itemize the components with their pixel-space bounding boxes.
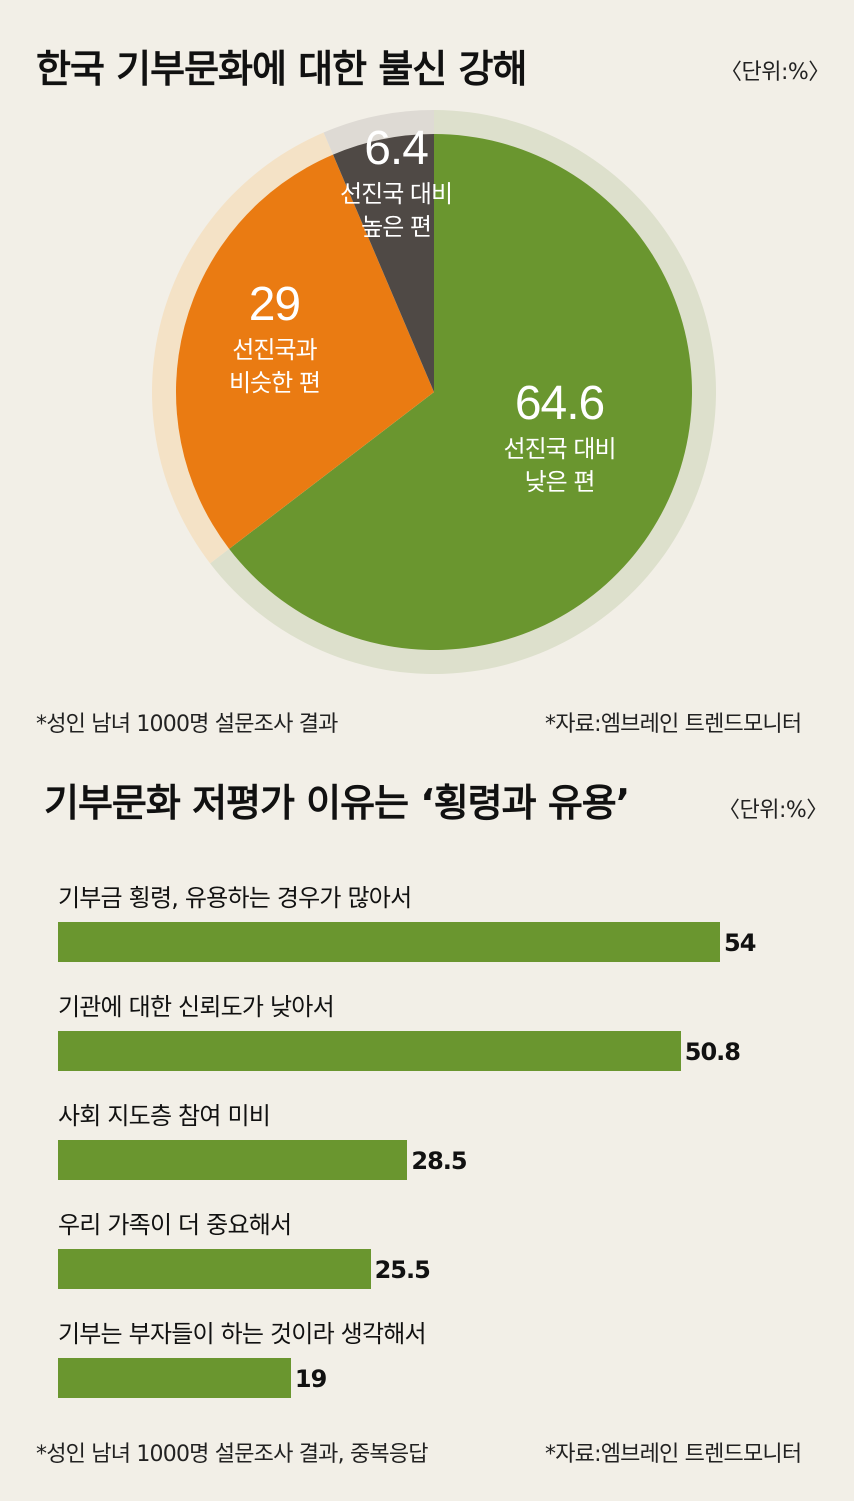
bar-value-label: 28.5 xyxy=(411,1147,467,1175)
pie-chart-title: 한국 기부문화에 대한 불신 강해 xyxy=(36,47,527,91)
pie-slice-value: 29 xyxy=(249,278,300,331)
pie-slice xyxy=(229,134,692,650)
bar-category-label: 기부금 횡령, 유용하는 경우가 많아서 xyxy=(58,884,412,912)
bar-value-label: 50.8 xyxy=(684,1038,741,1066)
bar-value-label: 25.5 xyxy=(374,1256,431,1284)
bar xyxy=(58,1031,681,1071)
bar-category-label: 기관에 대한 신뢰도가 낮아서 xyxy=(58,993,335,1021)
pie-slice-category: 선진국 대비 xyxy=(340,180,452,208)
pie-source-note: *자료:엠브레인 트렌드모니터 xyxy=(545,712,802,737)
bar-category-label: 우리 가족이 더 중요해서 xyxy=(58,1211,292,1239)
bar-survey-note: *성인 남녀 1000명 설문조사 결과, 중복응답 xyxy=(36,1442,429,1467)
bar-source-note: *자료:엠브레인 트렌드모니터 xyxy=(545,1442,802,1467)
pie-survey-note: *성인 남녀 1000명 설문조사 결과 xyxy=(36,712,338,737)
pie-slice-category: 높은 편 xyxy=(361,213,431,241)
pie-slice-value: 64.6 xyxy=(515,377,604,430)
pie-slice-value: 6.4 xyxy=(364,122,428,175)
bar-category-label: 기부는 부자들이 하는 것이라 생각해서 xyxy=(58,1320,427,1348)
bar-value-label: 54 xyxy=(724,929,756,957)
bar-category-label: 사회 지도층 참여 미비 xyxy=(58,1102,271,1130)
pie-slice xyxy=(176,154,435,549)
pie-slice-category: 비슷한 편 xyxy=(229,369,320,397)
bar xyxy=(58,1249,371,1289)
pie-slice-category: 선진국 대비 xyxy=(504,435,616,463)
pie-slice-category: 낮은 편 xyxy=(525,468,595,496)
bar-chart-title: 기부문화 저평가 이유는 ‘횡령과 유용’ xyxy=(44,781,630,825)
pie-slice-category: 선진국과 xyxy=(232,336,317,364)
bar-unit-label: 〈단위:%〉 xyxy=(718,798,828,823)
bar xyxy=(58,1358,291,1398)
bar xyxy=(58,922,720,962)
pie-unit-label: 〈단위:%〉 xyxy=(720,60,830,85)
bar-value-label: 19 xyxy=(294,1365,327,1393)
pie-slice xyxy=(333,134,434,392)
bar xyxy=(58,1140,408,1180)
